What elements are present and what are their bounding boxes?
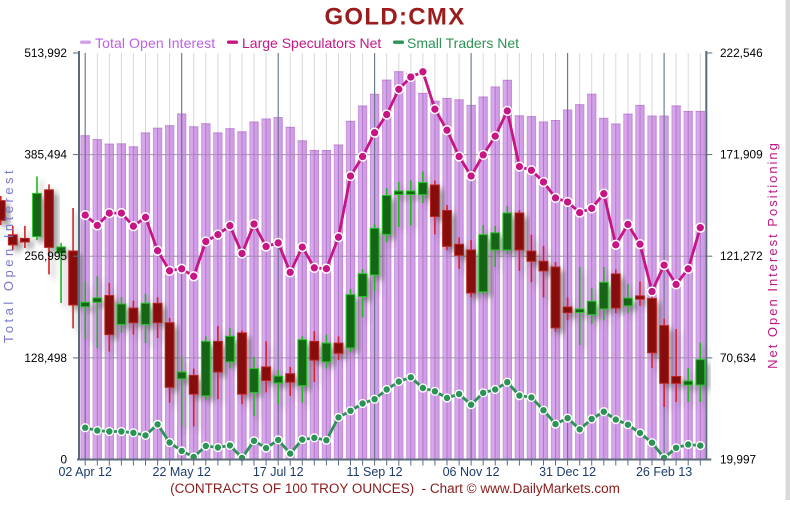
svg-text:513,992: 513,992 — [24, 46, 67, 60]
svg-text:02 Apr 12: 02 Apr 12 — [58, 465, 112, 479]
svg-text:19,997: 19,997 — [720, 453, 756, 467]
svg-text:256,995: 256,995 — [24, 249, 67, 263]
svg-text:171,909: 171,909 — [720, 148, 763, 162]
svg-text:17 Jul 12: 17 Jul 12 — [253, 465, 304, 479]
svg-text:11 Sep 12: 11 Sep 12 — [347, 465, 403, 479]
svg-text:121,272: 121,272 — [720, 249, 763, 263]
svg-text:26 Feb 13: 26 Feb 13 — [636, 465, 692, 479]
svg-text:Large Speculators Net: Large Speculators Net — [242, 35, 381, 51]
svg-text:Net Open Interest Positioning: Net Open Interest Positioning — [765, 141, 780, 369]
svg-text:385,494: 385,494 — [24, 148, 67, 162]
svg-text:Small Traders Net: Small Traders Net — [407, 35, 519, 51]
svg-text:70,634: 70,634 — [720, 351, 757, 365]
svg-text:31 Dec 12: 31 Dec 12 — [539, 465, 596, 479]
svg-text:222,546: 222,546 — [720, 46, 763, 60]
svg-text:GOLD:CMX: GOLD:CMX — [324, 4, 465, 31]
svg-text:22 May 12: 22 May 12 — [153, 465, 211, 479]
svg-text:06 Nov 12: 06 Nov 12 — [443, 465, 500, 479]
svg-text:128,498: 128,498 — [24, 351, 67, 365]
svg-text:Total Open Interest: Total Open Interest — [1, 167, 16, 343]
svg-text:Total Open Interest: Total Open Interest — [95, 35, 215, 51]
svg-text:(CONTRACTS OF 100 TROY OUNCES): (CONTRACTS OF 100 TROY OUNCES) - Chart ©… — [170, 481, 620, 496]
